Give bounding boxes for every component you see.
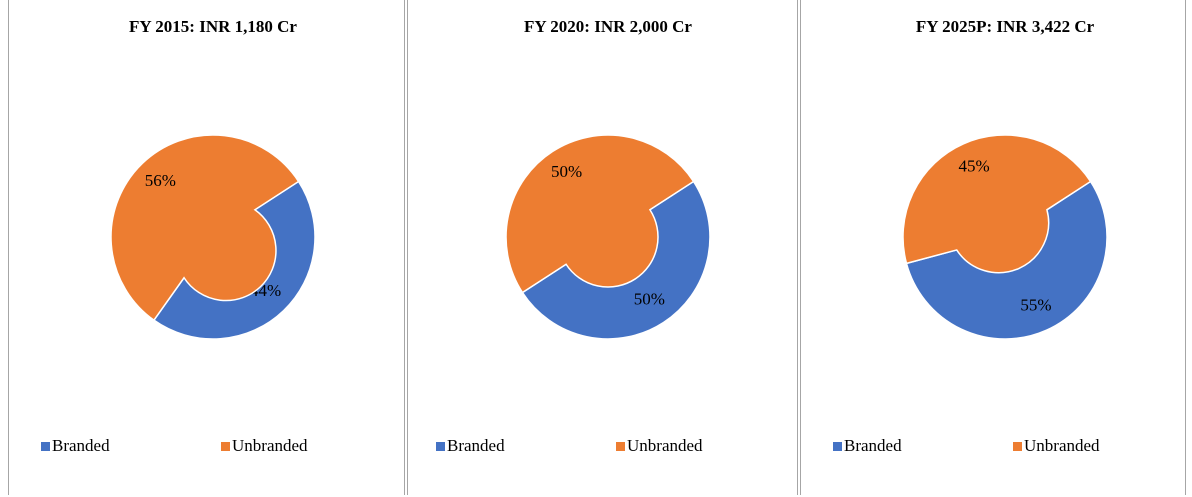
legend-label: Unbranded xyxy=(232,436,308,455)
legend-swatch xyxy=(436,442,445,451)
legend-label: Branded xyxy=(447,436,505,455)
slice xyxy=(902,134,1092,274)
legend-swatch xyxy=(221,442,230,451)
legend-swatch xyxy=(616,442,625,451)
data-label: 50% xyxy=(634,290,665,309)
data-label: 55% xyxy=(1020,295,1051,314)
chart-title: FY 2025P: INR 3,422 Cr xyxy=(916,17,1095,36)
data-label: 50% xyxy=(551,162,582,181)
legend-swatch xyxy=(833,442,842,451)
slice xyxy=(505,134,695,294)
slice xyxy=(110,134,300,322)
data-label: 45% xyxy=(959,156,990,175)
legend-label: Unbranded xyxy=(627,436,703,455)
data-label: 56% xyxy=(145,171,176,190)
legend-label: Branded xyxy=(844,436,902,455)
legend-swatch xyxy=(1013,442,1022,451)
legend-label: Branded xyxy=(52,436,110,455)
chart-title: FY 2020: INR 2,000 Cr xyxy=(524,17,692,36)
chart-title: FY 2015: INR 1,180 Cr xyxy=(129,17,297,36)
legend-label: Unbranded xyxy=(1024,436,1100,455)
legend-swatch xyxy=(41,442,50,451)
